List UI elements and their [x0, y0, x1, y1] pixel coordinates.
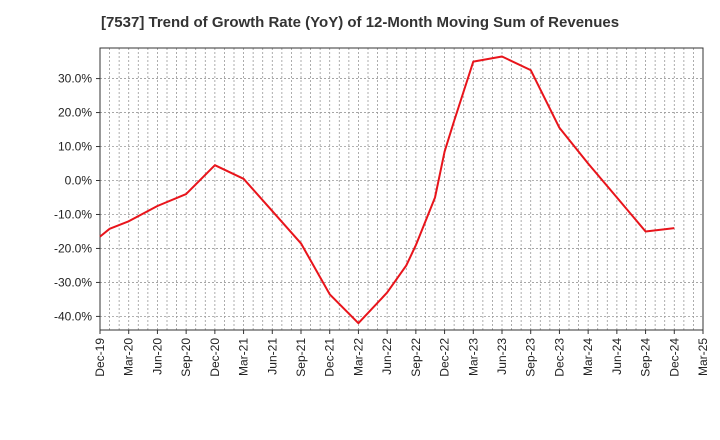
x-tick-label: Dec-23 [552, 338, 566, 377]
y-tick-label: -30.0% [54, 275, 92, 289]
x-tick-label: Jun-22 [380, 338, 394, 375]
series-line [99, 55, 675, 325]
x-tick-label: Dec-22 [438, 338, 452, 377]
y-tick-label: 0.0% [65, 174, 93, 188]
x-tick-label: Dec-20 [208, 338, 222, 377]
x-tick-label: Jun-24 [610, 338, 624, 375]
y-axis: 30.0% 20.0% 10.0% 0.0% -10.0% -20.0% -30.0% -40… [54, 72, 100, 323]
y-tick-label: -10.0% [54, 207, 92, 221]
x-tick-label: Jun-21 [265, 338, 279, 375]
y-tick-label: 20.0% [58, 106, 92, 120]
x-tick-label: Sep-24 [639, 338, 653, 377]
x-tick-label: Mar-22 [351, 338, 365, 376]
x-tick-label: Jun-20 [150, 338, 164, 375]
x-tick-label: Mar-23 [466, 338, 480, 376]
x-tick-label: Sep-22 [409, 338, 423, 377]
y-tick-label: -40.0% [54, 309, 92, 323]
plot-area [99, 47, 704, 331]
chart-title: [7537] Trend of Growth Rate (YoY) of 12-… [100, 14, 620, 31]
x-tick-label: Sep-20 [179, 338, 193, 377]
y-tick-label: -20.0% [54, 241, 92, 255]
x-tick-label: Sep-21 [294, 338, 308, 377]
x-tick-label: Mar-21 [237, 338, 251, 376]
x-tick-label: Mar-24 [581, 338, 595, 376]
x-tick-label: Dec-21 [323, 338, 337, 377]
x-tick-label: Sep-23 [524, 338, 538, 377]
x-axis: Dec-19 Mar-20 Jun-20 Sep-20 Dec-20 Mar-21 Jun-… [93, 330, 710, 377]
x-tick-label: Jun-23 [495, 338, 509, 375]
x-tick-label: Mar-25 [696, 338, 710, 376]
y-tick-label: 10.0% [58, 140, 92, 154]
x-tick-label: Mar-20 [122, 338, 136, 376]
y-tick-label: 30.0% [58, 72, 92, 86]
x-tick-label: Dec-19 [93, 338, 107, 377]
series-layer [99, 55, 675, 325]
x-tick-label: Dec-24 [667, 338, 681, 377]
